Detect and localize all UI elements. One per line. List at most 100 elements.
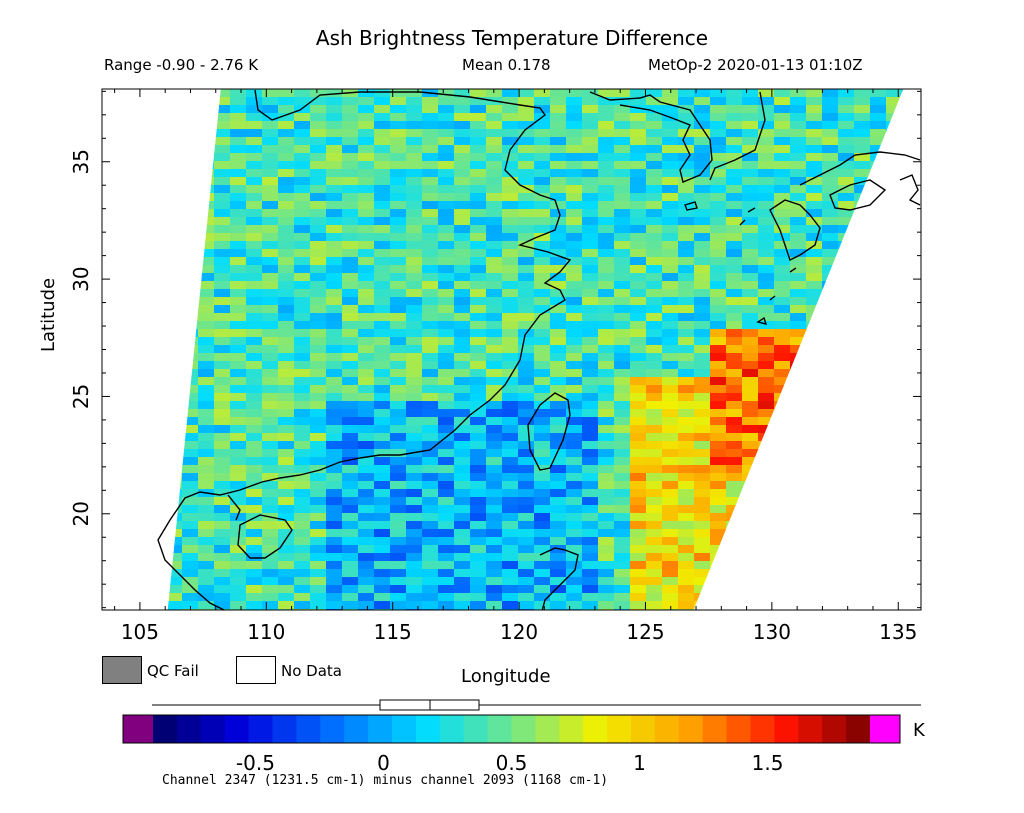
pixel-cell [710,409,727,418]
pixel-cell [854,505,871,514]
pixel-cell [326,137,343,146]
pixel-cell [150,233,167,242]
pixel-cell [726,593,743,602]
pixel-cell [358,297,375,306]
pixel-cell [167,177,183,186]
pixel-cell [886,145,903,154]
pixel-cell [167,129,183,138]
pixel-cell [694,441,711,450]
pixel-cell [678,153,695,162]
colorbar-gradient [153,715,871,743]
pixel-cell [774,601,791,610]
pixel-cell [454,273,471,282]
pixel-cell [470,321,487,330]
pixel-cell [198,545,215,554]
pixel-cell [854,553,871,562]
pixel-cell [646,281,663,290]
pixel-cell [742,329,759,338]
pixel-cell [326,257,343,266]
pixel-cell [566,313,583,322]
pixel-cell [598,97,615,106]
pixel-cell [294,529,311,538]
pixel-cell [854,337,871,346]
pixel-cell [646,153,663,162]
pixel-cell [518,233,535,242]
pixel-cell [774,585,791,594]
pixel-cell [854,257,871,266]
pixel-cell [822,145,839,154]
pixel-cell [902,553,904,562]
pixel-cell [710,361,727,370]
y-tick-label: 35 [69,149,93,174]
pixel-cell [502,113,519,122]
korean-peninsula [589,91,713,183]
pixel-cell [726,241,743,250]
pixel-cell [486,577,503,586]
pixel-cell [422,153,439,162]
pixel-cell [150,177,167,186]
pixel-cell [246,537,263,546]
range-readout: Range -0.90 - 2.76 K [104,56,259,74]
y-axis-label: Latitude [38,277,59,352]
pixel-cell [870,481,887,490]
pixel-cell [646,473,663,482]
pixel-cell [886,601,903,610]
pixel-cell [534,361,551,370]
pixel-cell [774,545,791,554]
pixel-cell [486,601,503,610]
pixel-cell [838,329,855,338]
pixel-cell [614,393,631,402]
pixel-cell [422,209,439,218]
pixel-cell [438,337,455,346]
pixel-cell [326,241,343,250]
pixel-cell [326,289,343,298]
pixel-cell [630,377,647,386]
pixel-cell [678,97,695,106]
pixel-cell [438,161,455,170]
pixel-cell [646,105,663,114]
pixel-cell [886,377,903,386]
pixel-cell [902,601,904,610]
pixel-cell [167,337,183,346]
pixel-cell [790,521,807,530]
pixel-cell [294,329,311,338]
pixel-cell [806,385,823,394]
pixel-cell [742,345,759,354]
pixel-cell [198,153,215,162]
pixel-cell [822,329,839,338]
pixel-cell [726,137,743,146]
pixel-cell [550,449,567,458]
pixel-cell [886,97,903,106]
pixel-cell [438,385,455,394]
pixel-cell [422,385,439,394]
pixel-cell [422,377,439,386]
pixel-cell [870,345,887,354]
pixel-cell [710,537,727,546]
pixel-cell [614,169,631,178]
pixel-cell [726,441,743,450]
pixel-cell [438,241,455,250]
pixel-cell [694,345,711,354]
pixel-cell [470,577,487,586]
colorbar-cell [726,715,752,743]
pixel-cell [822,105,839,114]
pixel-cell [550,161,567,170]
pixel-cell [502,601,519,610]
pixel-cell [550,529,567,538]
pixel-cell [167,425,183,434]
pixel-cell [167,161,183,170]
pixel-cell [678,353,695,362]
pixel-cell [838,385,855,394]
pixel-cell [806,145,823,154]
pixel-cell [854,249,871,258]
pixel-cell [390,361,407,370]
pixel-cell [167,289,183,298]
pixel-cell [694,209,711,218]
pixel-cell [486,529,503,538]
pixel-cell [694,593,711,602]
pixel-cell [886,409,903,418]
pixel-cell [726,401,743,410]
pixel-cell [246,385,263,394]
pixel-cell [614,193,631,202]
pixel-cell [278,337,295,346]
